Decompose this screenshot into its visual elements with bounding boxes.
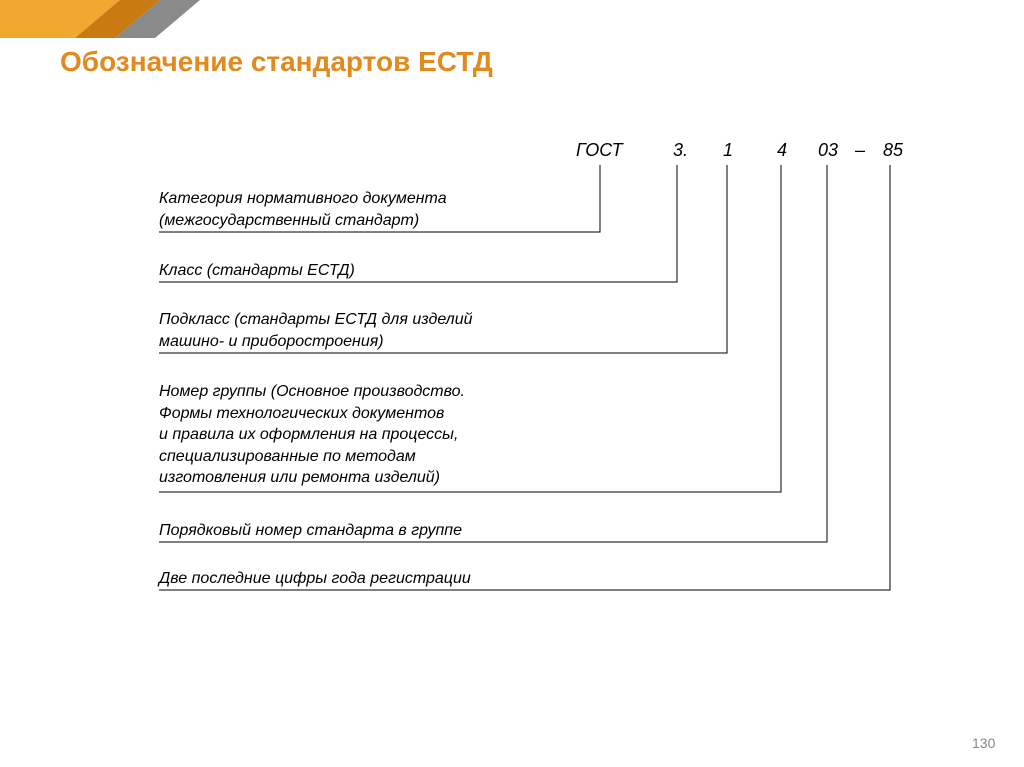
- page-title: Обозначение стандартов ЕСТД: [60, 46, 493, 78]
- connector-lines: [0, 0, 1024, 767]
- connector-5: [555, 165, 890, 590]
- connector-0: [555, 165, 600, 232]
- decor-stripe-3: [115, 0, 200, 38]
- connector-3: [555, 165, 781, 492]
- corner-decor: [0, 0, 200, 38]
- description-4: Порядковый номер стандарта в группе: [159, 520, 462, 542]
- description-0: Категория нормативного документа (межгос…: [159, 188, 447, 231]
- description-3: Номер группы (Основное производство. Фор…: [159, 381, 465, 489]
- code-part-p3: 3.: [673, 140, 688, 161]
- code-part-p1: 1: [723, 140, 733, 161]
- description-2: Подкласс (стандарты ЕСТД для изделий маш…: [159, 309, 473, 352]
- code-part-gost: ГОСТ: [576, 140, 623, 161]
- code-part-p85: 85: [883, 140, 903, 161]
- decor-stripe-1: [0, 0, 120, 38]
- code-part-p03: 03: [818, 140, 838, 161]
- code-part-p4: 4: [777, 140, 787, 161]
- connector-1: [555, 165, 677, 282]
- description-1: Класс (стандарты ЕСТД): [159, 260, 355, 282]
- page-number: 130: [972, 735, 995, 751]
- code-dash: –: [855, 140, 865, 161]
- description-5: Две последние цифры года регистрации: [159, 568, 471, 590]
- connector-4: [555, 165, 827, 542]
- decor-stripe-2: [75, 0, 160, 38]
- connector-2: [555, 165, 727, 353]
